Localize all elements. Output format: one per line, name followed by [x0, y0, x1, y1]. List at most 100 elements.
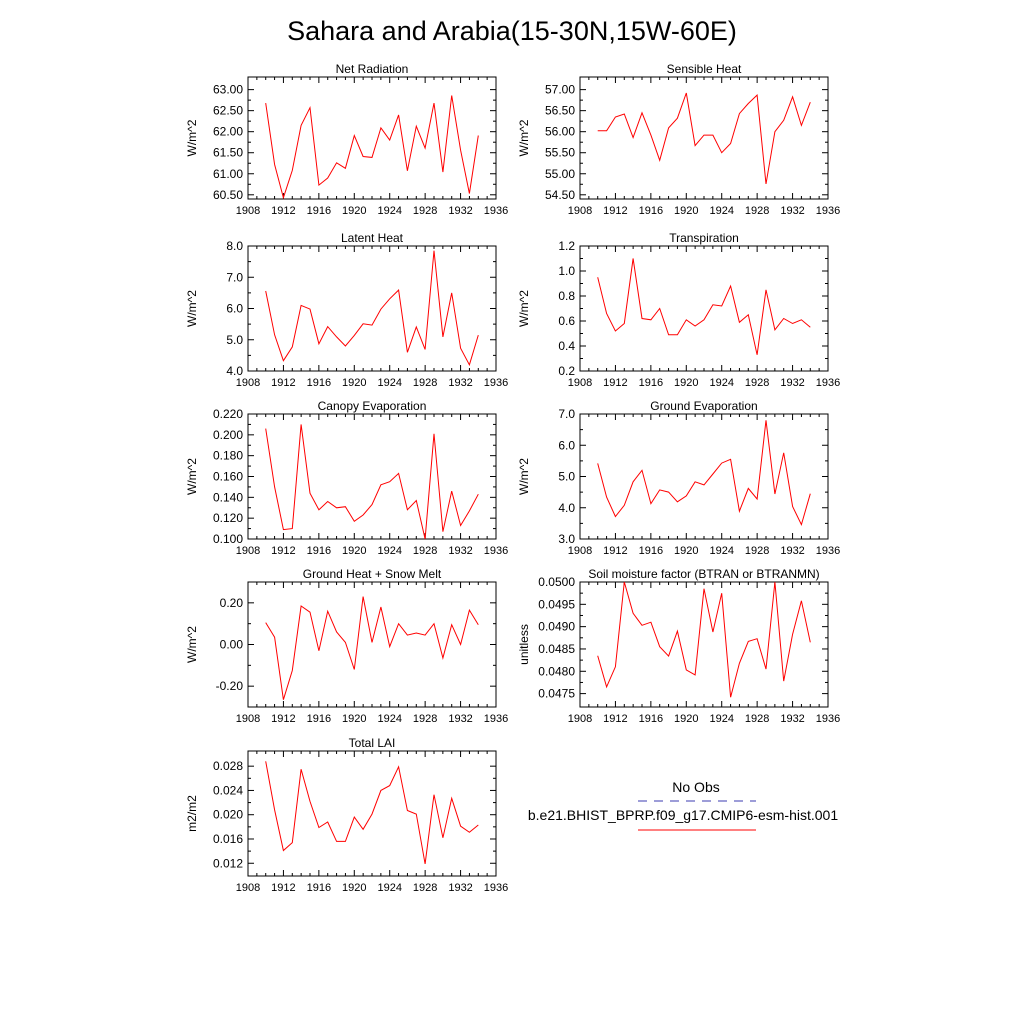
- x-tick-label: 1920: [342, 545, 366, 557]
- y-tick-label: 5.0: [226, 333, 243, 347]
- y-tick-label: 1.2: [558, 239, 575, 253]
- x-tick-label: 1924: [709, 713, 733, 725]
- y-tick-label: 0.0475: [538, 687, 575, 701]
- y-tick-label: 55.00: [545, 167, 575, 181]
- x-tick-label: 1920: [342, 713, 366, 725]
- y-tick-label: 5.0: [558, 470, 575, 484]
- y-tick-label: 0.012: [213, 856, 243, 870]
- x-tick-label: 1928: [413, 205, 437, 217]
- x-tick-label: 1936: [484, 882, 508, 894]
- x-tick-label: 1916: [639, 377, 663, 389]
- x-tick-label: 1936: [484, 713, 508, 725]
- plot-frame: [247, 245, 497, 372]
- series-line: [597, 92, 811, 184]
- x-tick-label: 1924: [709, 377, 733, 389]
- panel-title: Total LAI: [349, 736, 396, 750]
- x-tick-label: 1912: [271, 377, 295, 389]
- x-tick-label: 1932: [448, 377, 472, 389]
- x-tick-label: 1932: [448, 713, 472, 725]
- y-tick-label: 0.024: [213, 783, 243, 797]
- y-axis-label: W/m^2: [517, 119, 531, 156]
- x-tick-label: 1920: [342, 205, 366, 217]
- y-tick-label: 0.120: [213, 511, 243, 525]
- figure-title: Sahara and Arabia(15-30N,15W-60E): [287, 16, 737, 46]
- x-tick-label: 1936: [484, 205, 508, 217]
- x-tick-label: 1912: [603, 205, 627, 217]
- x-tick-label: 1928: [745, 205, 769, 217]
- x-tick-label: 1924: [377, 377, 401, 389]
- y-tick-label: 0.220: [213, 407, 243, 421]
- x-tick-label: 1928: [413, 713, 437, 725]
- y-axis-label: W/m^2: [185, 119, 199, 156]
- x-tick-label: 1912: [271, 545, 295, 557]
- y-tick-label: 0.00: [220, 638, 244, 652]
- y-tick-label: 0.4: [558, 339, 575, 353]
- x-tick-label: 1928: [745, 377, 769, 389]
- series-line: [265, 761, 479, 864]
- y-tick-label: 1.0: [558, 264, 575, 278]
- series-line: [597, 581, 811, 698]
- y-tick-label: 0.20: [220, 596, 244, 610]
- y-tick-label: 0.028: [213, 759, 243, 773]
- y-tick-label: 0.160: [213, 470, 243, 484]
- y-tick-label: 0.0480: [538, 664, 575, 678]
- x-tick-label: 1932: [780, 377, 804, 389]
- x-tick-label: 1920: [674, 377, 698, 389]
- y-tick-label: 0.0500: [538, 575, 575, 589]
- x-tick-label: 1928: [745, 545, 769, 557]
- plot-frame: [579, 413, 829, 540]
- x-tick-label: 1920: [342, 882, 366, 894]
- panel-title: Soil moisture factor (BTRAN or BTRANMN): [588, 567, 819, 581]
- panel-6: Ground Evaporation W/m^2 1908 1912 1916 1920 1…: [517, 399, 840, 557]
- y-axis-label: W/m^2: [185, 458, 199, 495]
- panel-2: Sensible Heat W/m^2 1908 1912 1916 1920 1924 19…: [517, 62, 840, 217]
- y-tick-label: 63.00: [213, 83, 243, 97]
- y-tick-label: 54.50: [545, 188, 575, 202]
- x-tick-label: 1936: [816, 545, 840, 557]
- y-tick-label: 3.0: [558, 532, 575, 546]
- panel-title: Ground Evaporation: [650, 399, 757, 413]
- y-tick-label: 56.00: [545, 125, 575, 139]
- y-tick-label: 0.200: [213, 428, 243, 442]
- x-tick-label: 1920: [674, 545, 698, 557]
- x-tick-label: 1936: [484, 545, 508, 557]
- x-tick-label: 1928: [745, 713, 769, 725]
- y-axis-label: W/m^2: [517, 458, 531, 495]
- y-tick-label: 0.0490: [538, 620, 575, 634]
- x-tick-label: 1908: [236, 713, 260, 725]
- x-tick-label: 1908: [568, 713, 592, 725]
- y-axis-label: W/m^2: [517, 290, 531, 327]
- y-tick-label: 62.50: [213, 104, 243, 118]
- x-tick-label: 1924: [377, 205, 401, 217]
- x-tick-label: 1912: [603, 713, 627, 725]
- x-tick-label: 1916: [639, 545, 663, 557]
- panel-8: Soil moisture factor (BTRAN or BTRANMN) u…: [517, 567, 840, 725]
- panel-4: Transpiration W/m^2 1908 1912 1916 1920 1924 19…: [517, 231, 840, 389]
- x-tick-label: 1908: [236, 545, 260, 557]
- x-tick-label: 1908: [568, 377, 592, 389]
- x-tick-label: 1912: [271, 205, 295, 217]
- x-tick-label: 1932: [448, 545, 472, 557]
- y-tick-label: 56.50: [545, 104, 575, 118]
- y-tick-label: 0.100: [213, 532, 243, 546]
- series-line: [597, 420, 811, 526]
- x-tick-label: 1924: [377, 545, 401, 557]
- legend-model-label: b.e21.BHIST_BPRP.f09_g17.CMIP6-esm-hist.…: [528, 807, 838, 823]
- x-tick-label: 1916: [307, 545, 331, 557]
- x-tick-label: 1916: [307, 713, 331, 725]
- x-tick-label: 1916: [639, 713, 663, 725]
- plot-frame: [579, 76, 829, 200]
- y-axis-label: W/m^2: [185, 626, 199, 663]
- x-tick-label: 1924: [709, 545, 733, 557]
- x-tick-label: 1936: [816, 205, 840, 217]
- y-tick-label: 0.2: [558, 364, 575, 378]
- y-axis-label: unitless: [517, 624, 531, 665]
- x-tick-label: 1912: [271, 882, 295, 894]
- series-line: [597, 258, 811, 355]
- x-tick-label: 1912: [603, 545, 627, 557]
- y-axis-label: W/m^2: [185, 290, 199, 327]
- x-tick-label: 1932: [780, 205, 804, 217]
- y-tick-label: 0.020: [213, 808, 243, 822]
- y-tick-label: 0.180: [213, 449, 243, 463]
